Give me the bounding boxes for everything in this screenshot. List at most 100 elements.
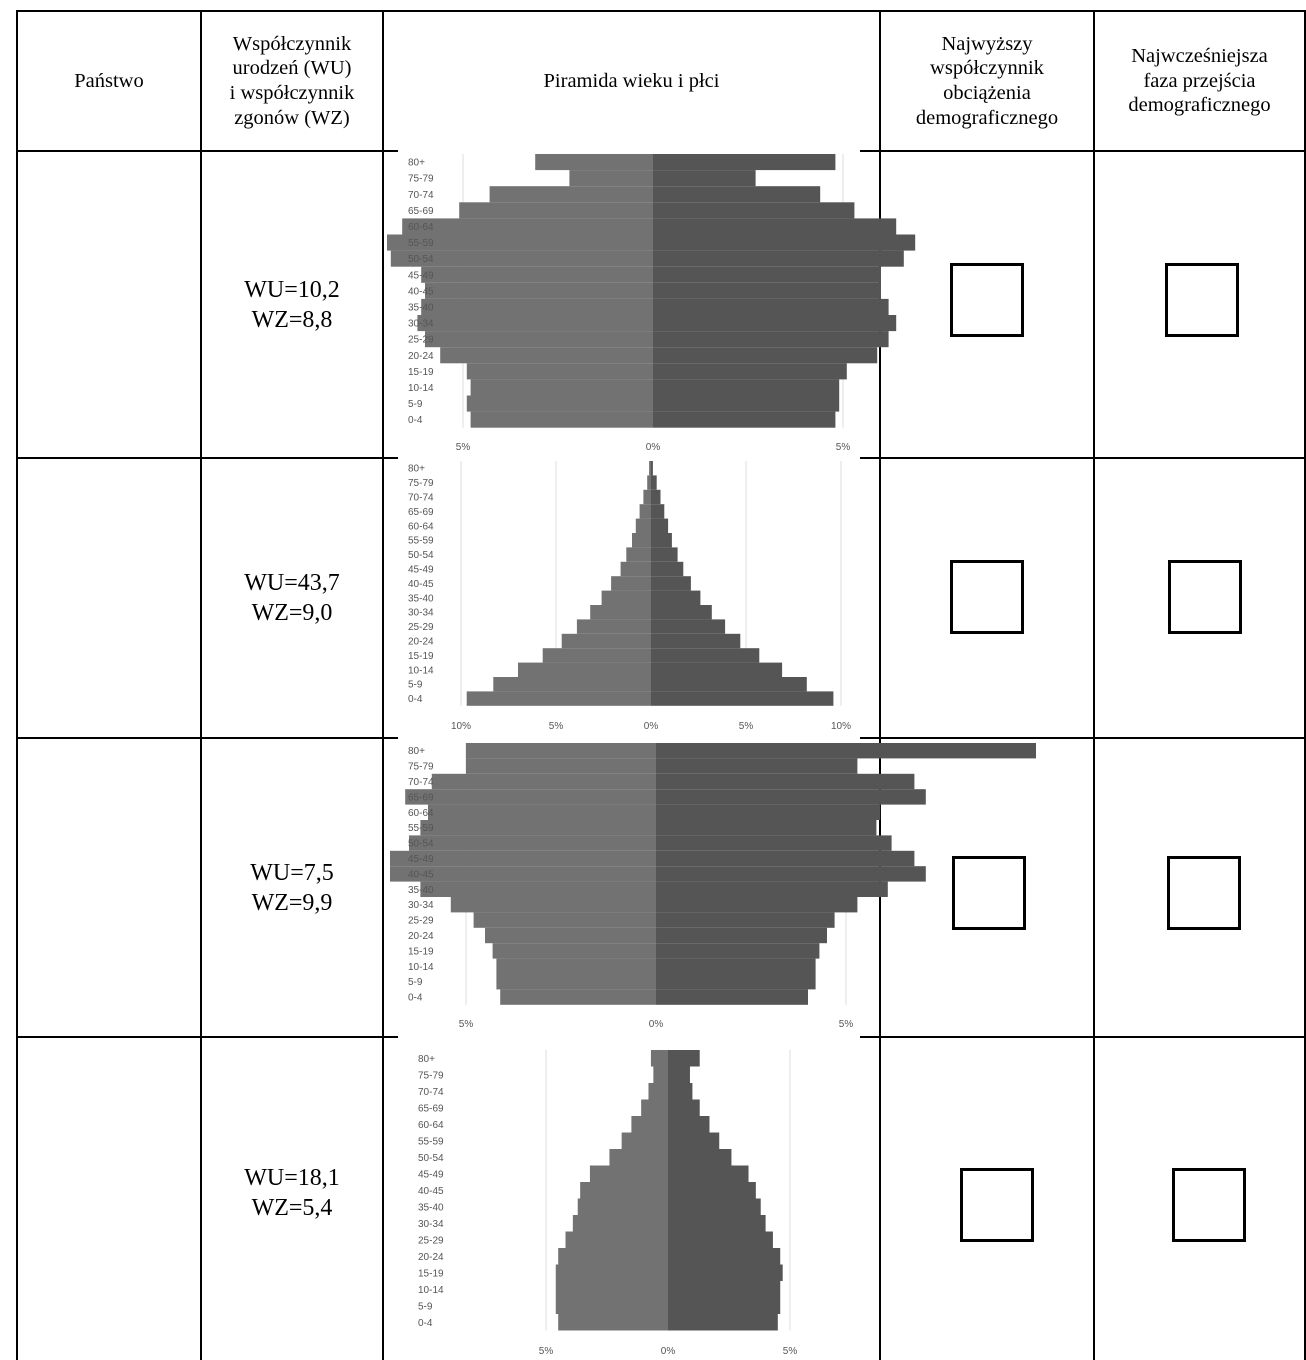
row3-transition-checkbox[interactable]: [1167, 856, 1241, 930]
female-bar: [656, 927, 827, 944]
female-bar: [656, 974, 816, 990]
pyramid-chart-4: 5% 0% 5% 0-4 5-9 10-14 15-19 20-24 25-29 30-34 35-…: [398, 1036, 860, 1360]
male-bar: [496, 958, 656, 974]
male-bar: [555, 1281, 668, 1298]
age-group-label: 45-49: [408, 565, 434, 576]
row3-country-cell: [18, 739, 200, 1036]
x-tick-label: 5%: [456, 442, 471, 453]
male-bar: [470, 411, 653, 428]
male-bar: [561, 633, 651, 649]
male-bar: [576, 619, 651, 634]
male-bar: [485, 927, 656, 944]
header-rates-line: zgonów (WZ): [234, 106, 350, 129]
row2-bottom-border-left: [16, 737, 398, 739]
pyramid-chart-2: 10% 5% 0% 5% 10% 0-4 5-9 10-14 15-19 20-24 25-29 30…: [398, 457, 860, 735]
row3-wz: WZ=9,9: [251, 889, 333, 916]
female-bar: [668, 1066, 690, 1083]
male-bar: [639, 504, 651, 519]
age-group-label: 70-74: [418, 1087, 444, 1098]
female-bar: [651, 662, 783, 677]
row4-wz: WZ=5,4: [251, 1195, 333, 1221]
female-bar: [651, 633, 741, 649]
age-group-label: 40-45: [408, 579, 434, 590]
male-bar: [473, 912, 656, 928]
x-tick-label: 0%: [646, 442, 661, 453]
male-bar: [572, 1215, 668, 1232]
male-bar: [496, 974, 656, 990]
col-border-5: [1304, 10, 1306, 1360]
row2-dependency-checkbox[interactable]: [950, 560, 1024, 634]
table-top-border: [16, 10, 1306, 12]
male-bar: [459, 202, 653, 219]
female-bar: [651, 475, 657, 490]
x-tick-label: 0%: [649, 1019, 664, 1030]
male-bar: [489, 186, 653, 203]
age-group-label: 20-24: [408, 637, 434, 648]
male-bar: [466, 758, 656, 774]
male-bar: [626, 547, 651, 562]
row3-bottom-border-right: [860, 1036, 1306, 1038]
row2-bottom-border-right: [860, 737, 1306, 739]
female-bar: [656, 989, 808, 1005]
age-group-label: 5-9: [408, 977, 423, 988]
x-tick-label: 5%: [549, 721, 564, 732]
age-group-label: 20-24: [408, 931, 434, 942]
pyramid-svg-2: 10% 5% 0% 5% 10% 0-4 5-9 10-14 15-19 20-24 25-29 30…: [408, 461, 851, 732]
female-bar: [651, 605, 712, 620]
female-bar: [656, 897, 858, 913]
male-bar: [620, 561, 651, 577]
male-bar: [390, 866, 656, 882]
female-bar: [653, 347, 878, 364]
male-bar: [405, 789, 656, 805]
male-bar: [648, 1083, 668, 1100]
male-bar: [492, 943, 656, 959]
header-transition-line: demograficznego: [1128, 94, 1271, 117]
row1-bottom-border-right: [860, 457, 1306, 459]
age-group-label: 65-69: [418, 1103, 444, 1114]
row3-bottom-border-left: [16, 1036, 398, 1038]
row1-transition-checkbox[interactable]: [1165, 263, 1239, 337]
header-rates-label: Współczynnik urodzeń (WU) i współczynnik…: [230, 32, 355, 130]
age-group-label: 15-19: [408, 367, 434, 378]
row2-wu: WU=43,7: [244, 570, 340, 596]
male-bar: [555, 1297, 668, 1314]
age-group-label: 45-49: [408, 854, 434, 865]
male-bar: [440, 347, 653, 364]
female-bar: [668, 1099, 700, 1116]
male-bar: [565, 1231, 668, 1248]
row3-dependency-checkbox[interactable]: [952, 856, 1026, 930]
female-bar: [656, 804, 881, 820]
age-group-label: 0-4: [408, 415, 423, 426]
male-bar: [635, 518, 651, 533]
row1-rates: WU=10,2 WZ=8,8: [244, 275, 340, 335]
age-group-label: 25-29: [408, 916, 434, 927]
male-bar: [417, 315, 653, 332]
female-bar: [651, 590, 701, 605]
age-group-label: 55-59: [408, 823, 434, 834]
male-bar: [390, 250, 653, 267]
male-bar: [466, 691, 651, 706]
header-transition-line: Najwcześniejsza: [1131, 45, 1268, 68]
row2-transition-checkbox[interactable]: [1168, 560, 1242, 634]
row4-transition-checkbox[interactable]: [1172, 1168, 1246, 1242]
row1-dependency-checkbox[interactable]: [950, 263, 1024, 337]
male-bar: [421, 298, 653, 315]
age-group-label: 65-69: [408, 507, 434, 518]
male-bar: [428, 804, 656, 820]
header-rates-line: urodzeń (WU): [232, 57, 352, 80]
female-bar: [668, 1132, 720, 1149]
male-bar: [402, 218, 653, 235]
header-rates-line: Współczynnik: [232, 32, 352, 55]
pyramid-chart-3: 5% 0% 5% 0-4 5-9 10-14 15-19 20-24 25-29 30-34 35-…: [390, 737, 1036, 1035]
female-bar: [656, 820, 877, 836]
age-group-label: 35-40: [408, 593, 434, 604]
male-bar: [558, 1248, 668, 1265]
col-border-0: [16, 10, 18, 1360]
header-transition: Najwcześniejsza faza przejścia demografi…: [1095, 12, 1304, 150]
female-bar: [656, 866, 926, 882]
female-bar: [656, 943, 820, 959]
header-rates-line: i współczynnik: [229, 82, 355, 104]
female-bar: [668, 1264, 783, 1281]
row4-dependency-checkbox[interactable]: [960, 1168, 1034, 1242]
male-bar: [409, 835, 656, 851]
